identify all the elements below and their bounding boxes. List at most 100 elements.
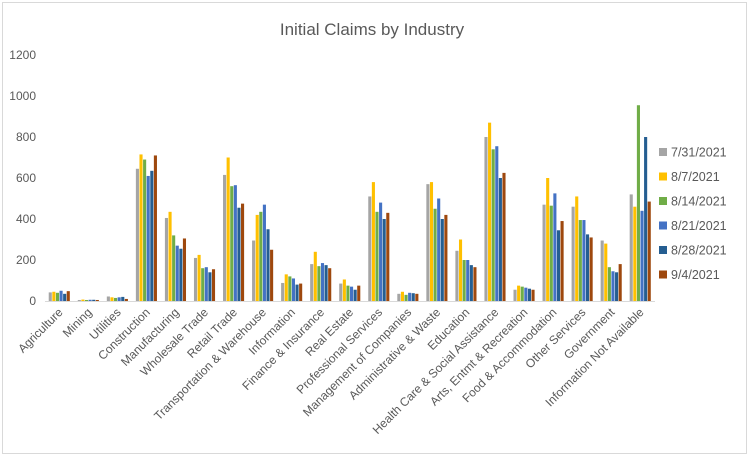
bar (553, 193, 557, 302)
bar (498, 178, 502, 301)
bar (517, 285, 521, 302)
bar (582, 220, 586, 301)
bar (262, 204, 266, 301)
bar (201, 268, 205, 301)
bar (556, 230, 561, 301)
bar (585, 234, 590, 302)
bar (226, 157, 230, 301)
bar (164, 217, 169, 301)
bar (375, 211, 379, 301)
bar (502, 172, 506, 302)
bar (317, 266, 321, 301)
bar (328, 268, 332, 301)
bar (291, 278, 295, 301)
bar (182, 238, 187, 301)
bar (531, 289, 535, 301)
bar (466, 260, 470, 301)
bar (230, 186, 234, 301)
bar (520, 286, 524, 301)
bar (295, 284, 299, 301)
bar (484, 137, 488, 301)
bar (462, 260, 466, 301)
bar (299, 283, 303, 301)
bar (59, 290, 63, 301)
y-tick-label: 800 (16, 130, 36, 144)
bar (571, 206, 575, 301)
bar (284, 274, 288, 301)
bar (524, 287, 528, 301)
bar (379, 202, 383, 301)
bar (270, 249, 274, 301)
bar (513, 289, 517, 301)
bar (458, 239, 463, 301)
legend-label: 7/31/2021 (671, 146, 727, 160)
bar (114, 297, 118, 301)
bar (444, 214, 448, 301)
bar (455, 250, 459, 301)
bar (342, 279, 346, 301)
bar (66, 291, 70, 301)
bar (473, 267, 477, 301)
bar (135, 168, 139, 301)
bar (233, 185, 237, 301)
bar (320, 263, 325, 301)
bar (640, 210, 644, 301)
bar (371, 182, 375, 301)
bar (397, 293, 401, 301)
bar (324, 265, 328, 302)
bar (175, 245, 179, 301)
bar (110, 297, 114, 301)
bar (495, 146, 499, 301)
bar (168, 211, 172, 301)
bar (339, 283, 343, 301)
bar (139, 154, 143, 301)
bar (546, 178, 550, 301)
bar (55, 292, 60, 301)
bar (647, 201, 651, 301)
bar (636, 105, 640, 301)
legend-swatch (659, 172, 667, 181)
bar (549, 205, 553, 301)
bar (611, 271, 615, 301)
bar (600, 240, 604, 301)
legend-swatch (659, 148, 667, 156)
legend-swatch (659, 221, 667, 230)
bar (208, 272, 212, 301)
legend-label: 9/4/2021 (671, 268, 720, 282)
bar (633, 206, 637, 301)
bar (143, 159, 147, 301)
bar (259, 211, 263, 301)
bar (644, 137, 648, 301)
y-axis: 0 200 400 600 800 1000 1200 (9, 48, 36, 308)
bar (92, 299, 96, 301)
bar (84, 299, 89, 301)
bar (350, 286, 354, 301)
bar (411, 293, 415, 301)
bar (150, 170, 154, 301)
bar (382, 219, 386, 301)
bar (77, 299, 81, 301)
bar (223, 174, 227, 301)
bar (368, 196, 372, 301)
bar (172, 235, 176, 301)
bar (615, 272, 619, 301)
bar (95, 299, 99, 301)
bar (560, 221, 564, 301)
bar (48, 292, 52, 301)
bar (81, 299, 85, 301)
bar (469, 265, 473, 302)
bar (400, 291, 404, 301)
bar (106, 296, 110, 301)
legend-swatch (659, 246, 667, 254)
legend: 7/31/2021 8/7/2021 8/14/2021 8/21/2021 8/28/… (659, 146, 727, 282)
legend-label: 8/21/2021 (671, 219, 727, 233)
bars (48, 105, 651, 302)
y-tick-label: 0 (29, 294, 36, 308)
bar (386, 212, 390, 301)
bar (578, 220, 582, 301)
bar (527, 288, 531, 301)
y-tick-label: 200 (16, 253, 36, 267)
bar (488, 122, 492, 302)
y-tick-label: 1200 (9, 48, 36, 62)
